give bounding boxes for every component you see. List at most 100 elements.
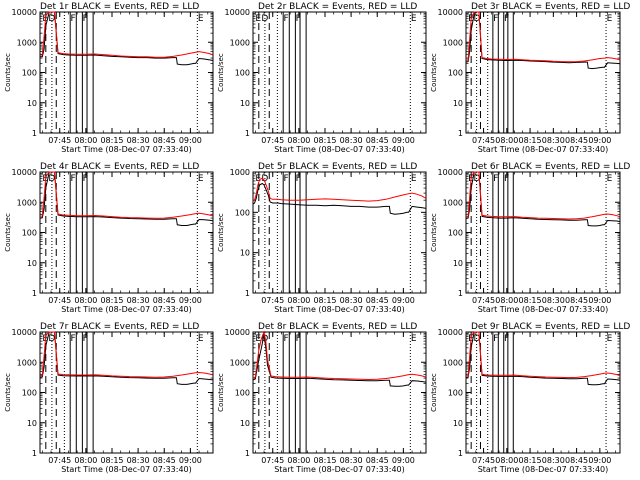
y-tick-label: 1000 xyxy=(443,198,463,207)
region-label: E xyxy=(607,14,613,24)
y-tick-label: 100 xyxy=(235,208,250,217)
x-tick-label: 08:00 xyxy=(495,456,518,465)
lld-series-line xyxy=(252,177,427,202)
y-tick-label: 10 xyxy=(240,419,250,428)
x-axis-label: Start Time (08-Dec-07 07:33:40) xyxy=(61,305,192,314)
x-tick-label: 07:45 xyxy=(261,296,284,305)
x-tick-label: 08:15 xyxy=(100,456,123,465)
x-tick-label: 08:45 xyxy=(366,136,389,145)
y-tick-label: 1000 xyxy=(17,198,37,207)
x-tick-label: 09:00 xyxy=(392,136,415,145)
panel-det-8: Det 8r BLACK = Events, RED = LLD 1 10 100 10… xyxy=(217,322,427,474)
x-tick-label: 08:00 xyxy=(495,296,518,305)
x-tick-label: 07:45 xyxy=(261,136,284,145)
y-tick-label: 100 xyxy=(448,389,463,398)
y-tick-label: 1 xyxy=(458,289,463,298)
region-label: F xyxy=(283,334,288,344)
y-tick-label: 1000 xyxy=(230,358,250,367)
region-label: F xyxy=(83,14,88,24)
y-tick-label: 1000 xyxy=(443,38,463,47)
plot-title: Det 8r BLACK = Events, RED = LLD xyxy=(258,322,417,332)
x-tick-label: 08:00 xyxy=(495,136,518,145)
plot-title: Det 1r BLACK = Events, RED = LLD xyxy=(40,2,199,12)
panel-det-1: Det 1r BLACK = Events, RED = LLD 1 10 100 10… xyxy=(4,2,214,154)
y-tick-label: 10 xyxy=(240,249,250,258)
y-axis-label: Counts/sec xyxy=(430,213,438,252)
region-label: F xyxy=(493,334,498,344)
events-series-line xyxy=(252,182,427,215)
region-label: D xyxy=(261,174,268,184)
x-tick-label: 08:00 xyxy=(287,136,310,145)
panel-det-3: Det 3r BLACK = Events, RED = LLD 1 10 100 10… xyxy=(430,2,630,154)
y-tick-label: 1000 xyxy=(230,38,250,47)
plot-title: Det 6r BLACK = Events, RED = LLD xyxy=(471,162,630,172)
region-label: E xyxy=(607,174,613,184)
x-tick-label: 08:15 xyxy=(519,456,542,465)
region-label: F xyxy=(70,334,75,344)
y-tick-label: 1000 xyxy=(230,168,250,177)
plot-frame xyxy=(465,331,621,454)
x-tick-label: 07:45 xyxy=(48,136,71,145)
x-tick-label: 07:45 xyxy=(472,296,495,305)
y-axis-label: Counts/sec xyxy=(4,213,12,252)
x-tick-label: 09:00 xyxy=(588,296,611,305)
region-label: F xyxy=(296,14,301,24)
plot-title: Det 3r BLACK = Events, RED = LLD xyxy=(471,2,630,12)
y-tick-label: 10 xyxy=(27,99,37,108)
y-tick-label: 1 xyxy=(245,129,250,138)
x-tick-label: 08:15 xyxy=(519,296,542,305)
lld-series-line xyxy=(40,11,214,58)
region-label: D xyxy=(473,14,480,24)
y-axis-label: Counts/sec xyxy=(4,53,12,92)
region-label: E xyxy=(411,14,417,24)
y-axis-label: Counts/sec xyxy=(217,53,225,92)
y-tick-label: 10 xyxy=(27,419,37,428)
x-tick-label: 07:45 xyxy=(261,456,284,465)
plot-frame xyxy=(39,331,214,454)
region-label: E xyxy=(255,334,261,344)
x-tick-label: 09:00 xyxy=(179,456,202,465)
y-tick-label: 100 xyxy=(448,69,463,78)
region-label: F xyxy=(296,334,301,344)
x-tick-label: 08:45 xyxy=(153,296,176,305)
x-axis-label: Start Time (08-Dec-07 07:33:40) xyxy=(478,465,609,474)
y-tick-label: 100 xyxy=(22,69,37,78)
x-tick-label: 08:30 xyxy=(542,296,565,305)
x-tick-label: 09:00 xyxy=(392,296,415,305)
x-tick-label: 08:45 xyxy=(153,456,176,465)
y-tick-label: 1 xyxy=(32,289,37,298)
plot-frame xyxy=(465,11,621,134)
plot-title: Det 5r BLACK = Events, RED = LLD xyxy=(258,162,417,172)
y-tick-label: 10000 xyxy=(438,168,463,177)
plot-frame xyxy=(252,331,427,454)
region-label: D xyxy=(473,334,480,344)
x-tick-label: 08:15 xyxy=(100,296,123,305)
y-tick-label: 1 xyxy=(32,449,37,458)
lld-series-line xyxy=(465,11,621,63)
plot-title: Det 2r BLACK = Events, RED = LLD xyxy=(258,2,417,12)
region-label: F xyxy=(70,174,75,184)
y-tick-label: 100 xyxy=(22,389,37,398)
region-label: D xyxy=(48,174,55,184)
x-axis-label: Start Time (08-Dec-07 07:33:40) xyxy=(274,465,405,474)
panel-det-5: Det 5r BLACK = Events, RED = LLD 1 10 100 10… xyxy=(217,162,427,314)
events-series-line xyxy=(252,334,427,387)
plot-frame xyxy=(39,171,214,294)
region-label: F xyxy=(296,174,301,184)
region-label: D xyxy=(48,14,55,24)
region-label: F xyxy=(504,14,509,24)
y-tick-label: 100 xyxy=(235,69,250,78)
y-tick-label: 10000 xyxy=(438,8,463,17)
y-tick-label: 10000 xyxy=(12,328,37,337)
y-tick-label: 1000 xyxy=(17,38,37,47)
region-label: E xyxy=(607,334,613,344)
x-axis-label: Start Time (08-Dec-07 07:33:40) xyxy=(61,145,192,154)
x-tick-label: 08:00 xyxy=(74,136,97,145)
y-tick-label: 100 xyxy=(22,229,37,238)
y-axis-label: Counts/sec xyxy=(430,373,438,412)
x-tick-label: 09:00 xyxy=(179,136,202,145)
y-tick-label: 10 xyxy=(453,419,463,428)
region-label: E xyxy=(411,334,417,344)
y-axis-label: Counts/sec xyxy=(217,213,225,252)
